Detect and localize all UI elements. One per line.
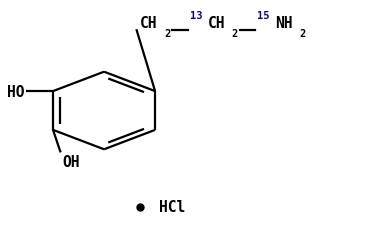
Text: CH: CH [208,16,225,30]
Text: CH: CH [140,16,158,30]
Text: 2: 2 [300,29,306,39]
Text: 2: 2 [164,29,170,39]
Text: NH: NH [275,16,293,30]
Text: HO: HO [7,84,25,99]
Text: 2: 2 [232,29,238,39]
Text: 15: 15 [257,11,270,21]
Text: OH: OH [62,154,80,169]
Text: 13: 13 [190,11,202,21]
Text: HCl: HCl [159,200,185,214]
